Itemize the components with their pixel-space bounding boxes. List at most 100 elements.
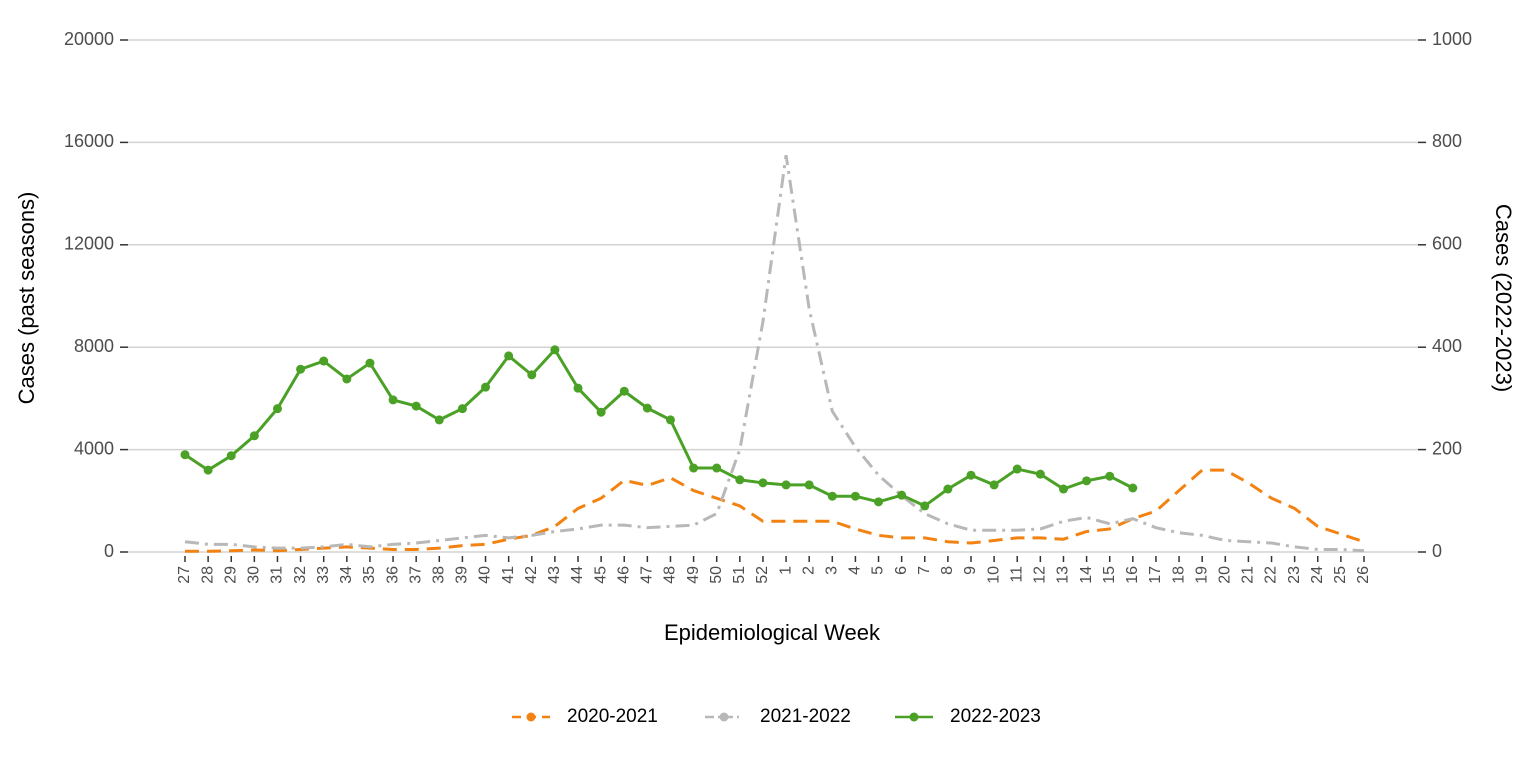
x-tick-label: 10 [985,566,1002,584]
y-tick-label: 16000 [64,131,114,151]
x-tick-label: 49 [685,566,702,584]
series-point [1012,464,1022,474]
x-tick-label: 7 [916,566,933,575]
y-axis-title: Cases (past seasons) [14,192,39,405]
x-tick-label: 32 [292,566,309,584]
y-tick-label: 8000 [74,336,114,356]
y2-tick-label: 800 [1432,131,1462,151]
series-point [781,480,791,490]
x-tick-label: 40 [477,566,494,584]
x-tick-label: 22 [1263,566,1280,584]
x-tick-label: 47 [639,566,656,584]
x-tick-label: 17 [1147,566,1164,584]
series-point [365,358,375,368]
series-point [550,345,560,355]
series-point [1082,476,1092,486]
x-tick-label: 51 [731,566,748,584]
series-point [1035,469,1045,479]
x-tick-label: 37 [407,566,424,584]
series-line [184,154,1365,553]
series-point [619,386,629,396]
x-tick-label: 52 [754,566,771,584]
x-tick-label: 18 [1170,566,1187,584]
y2-tick-label: 1000 [1432,29,1472,49]
x-tick-label: 42 [523,566,540,584]
series-point [1058,484,1068,494]
x-tick-label: 36 [384,566,401,584]
series-point [388,395,398,405]
series-point [1128,483,1138,493]
series-point [920,501,930,511]
series-point [296,364,306,374]
x-tick-label: 35 [361,566,378,584]
y2-tick-label: 400 [1432,336,1462,356]
x-tick-label: 50 [708,566,725,584]
y-tick-label: 20000 [64,29,114,49]
x-tick-label: 9 [962,566,979,575]
x-tick-label: 43 [546,566,563,584]
series-point [504,351,514,361]
series-point [342,374,352,384]
x-tick-label: 28 [199,566,216,584]
x-tick-label: 26 [1355,566,1372,584]
x-tick-label: 8 [939,566,956,575]
x-tick-label: 11 [1008,566,1025,583]
legend-label: 2021-2022 [760,706,851,727]
series-point [989,480,999,490]
x-tick-label: 19 [1193,566,1210,584]
series-point [180,450,190,460]
legend-marker [719,712,729,722]
series-point [573,383,583,393]
series-point [827,491,837,501]
series-point [758,478,768,488]
x-tick-label: 3 [824,566,841,575]
series-point [665,415,675,425]
x-tick-label: 29 [222,566,239,584]
x-tick-label: 5 [870,566,887,575]
series-point [272,404,282,414]
x-tick-label: 31 [269,566,286,584]
x-tick-label: 46 [615,566,632,584]
x-tick-label: 41 [500,566,517,584]
x-tick-label: 48 [662,566,679,584]
series-point [850,491,860,501]
legend-label: 2022-2023 [950,706,1041,727]
x-tick-label: 25 [1332,566,1349,584]
series-point [411,401,421,411]
x-tick-label: 34 [338,566,355,584]
series-point [943,484,953,494]
x-tick-label: 39 [454,566,471,584]
series-point [735,475,745,485]
x-tick-label: 1 [777,566,794,575]
legend-label: 2020-2021 [567,706,658,727]
series-point [457,404,467,414]
x-tick-label: 12 [1032,566,1049,584]
x-tick-label: 30 [246,566,263,584]
series-point [689,463,699,473]
y2-tick-label: 0 [1432,541,1442,561]
x-tick-label: 45 [592,566,609,584]
x-tick-label: 21 [1240,566,1257,584]
x-tick-label: 33 [315,566,332,584]
x-axis-title: Epidemiological Week [664,620,881,645]
x-tick-label: 4 [847,566,864,575]
y2-axis-title: Cases (2022-2023) [1491,204,1516,392]
series-point [249,431,259,441]
series-point [1105,471,1115,481]
series-point [712,463,722,473]
series-point [966,470,976,480]
legend-marker [526,712,536,722]
legend-marker [909,712,919,722]
y-tick-label: 4000 [74,438,114,458]
series-point [874,497,884,507]
x-tick-label: 6 [893,566,910,575]
series-point [596,407,606,417]
series-point [804,480,814,490]
x-tick-label: 44 [569,566,586,584]
x-tick-label: 15 [1101,566,1118,584]
series-point [897,490,907,500]
series-point [434,415,444,425]
y2-tick-label: 600 [1432,234,1462,254]
series-line [185,468,1365,553]
y-tick-label: 12000 [64,234,114,254]
